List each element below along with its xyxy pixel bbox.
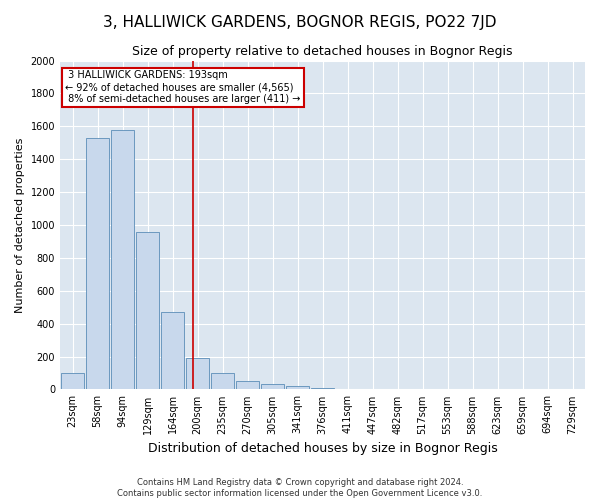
- Bar: [311, 388, 334, 390]
- X-axis label: Distribution of detached houses by size in Bognor Regis: Distribution of detached houses by size …: [148, 442, 497, 455]
- Text: 3 HALLIWICK GARDENS: 193sqm
← 92% of detached houses are smaller (4,565)
 8% of : 3 HALLIWICK GARDENS: 193sqm ← 92% of det…: [65, 70, 301, 104]
- Bar: [211, 373, 234, 390]
- Text: 3, HALLIWICK GARDENS, BOGNOR REGIS, PO22 7JD: 3, HALLIWICK GARDENS, BOGNOR REGIS, PO22…: [103, 15, 497, 30]
- Bar: [236, 381, 259, 390]
- Y-axis label: Number of detached properties: Number of detached properties: [15, 138, 25, 312]
- Title: Size of property relative to detached houses in Bognor Regis: Size of property relative to detached ho…: [132, 45, 513, 58]
- Bar: [111, 130, 134, 390]
- Bar: [336, 388, 359, 390]
- Bar: [286, 386, 309, 390]
- Bar: [61, 373, 84, 390]
- Bar: [261, 384, 284, 390]
- Bar: [161, 312, 184, 390]
- Bar: [186, 358, 209, 390]
- Text: Contains HM Land Registry data © Crown copyright and database right 2024.
Contai: Contains HM Land Registry data © Crown c…: [118, 478, 482, 498]
- Bar: [136, 232, 159, 390]
- Bar: [86, 138, 109, 390]
